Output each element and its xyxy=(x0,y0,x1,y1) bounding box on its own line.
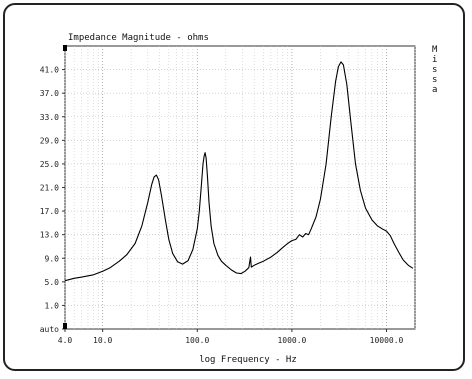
side-label-char: s xyxy=(432,75,437,85)
x-tick-label-3: 1000.0 xyxy=(277,336,306,345)
y-tick-label-8: 29.0 xyxy=(40,136,59,145)
side-label-char: i xyxy=(432,55,437,65)
y-tick-label-6: 21.0 xyxy=(40,184,59,193)
chart-title: Impedance Magnitude - ohms xyxy=(68,33,209,43)
y-tick-label-11: 41.0 xyxy=(40,66,59,75)
y-axis: auto 1.0 5.0 9.0 13.0 17.0 21.0 25.0 29.0 33.0 37.… xyxy=(40,66,65,334)
y-tick-label-1: 1.0 xyxy=(45,301,60,310)
y-tick-label-2: 5.0 xyxy=(45,278,60,287)
series-layer xyxy=(64,61,414,282)
side-label-char: s xyxy=(432,65,437,75)
y-tick-label-4: 13.0 xyxy=(40,231,59,240)
y-tick-label-10: 37.0 xyxy=(40,89,59,98)
grid xyxy=(64,46,416,329)
y-tick-label-5: 17.0 xyxy=(40,207,59,216)
x-tick-label-2: 100.0 xyxy=(185,336,209,345)
y-tick-label-3: 9.0 xyxy=(45,254,60,263)
y-tick-label-0: auto xyxy=(40,325,59,334)
x-tick-label-1: 10.0 xyxy=(93,336,112,345)
y-tick-label-7: 25.0 xyxy=(40,160,59,169)
side-label-char: M xyxy=(432,45,438,55)
side-label-char: a xyxy=(432,85,437,95)
y-axis-top-marker xyxy=(63,45,67,51)
y-tick-label-9: 33.0 xyxy=(40,113,59,122)
y-axis-bottom-marker xyxy=(63,323,67,329)
series-line-0 xyxy=(64,61,414,282)
x-tick-label-0: 4.0 xyxy=(58,336,73,345)
x-axis: 4.0 10.0 100.0 1000.0 10000.0 xyxy=(58,329,404,345)
x-tick-label-4: 10000.0 xyxy=(370,336,404,345)
x-axis-label: log Frequency - Hz xyxy=(199,355,297,365)
